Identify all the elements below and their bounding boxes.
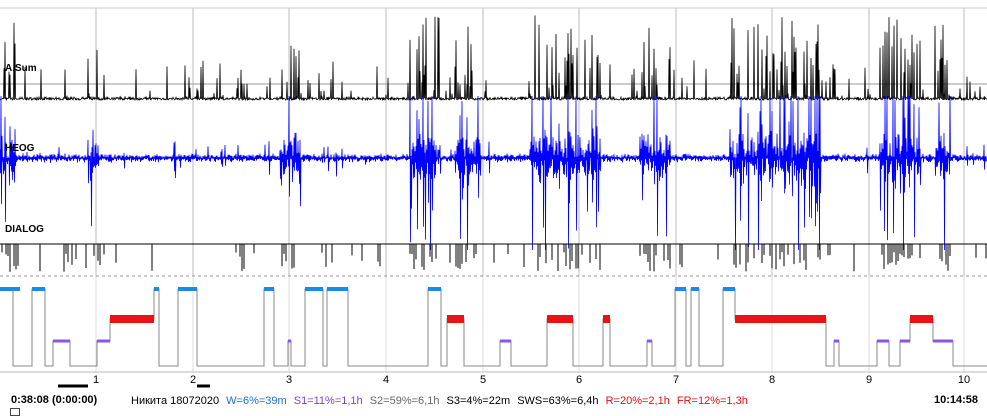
channel-label-asum: A.Sum: [5, 63, 37, 74]
channel-label-heog: HEOG: [5, 143, 35, 154]
time-tick-8: 8: [768, 374, 776, 386]
stat-s1: S1=11%=1,1h: [293, 395, 363, 407]
stat-s2: S2=59%=6,1h: [369, 395, 440, 407]
scroll-handle[interactable]: [10, 408, 20, 416]
time-tick-7: 7: [672, 374, 680, 386]
sleep-stats: Никита 18072020 W=6%=39m S1=11%=1,1h S2=…: [131, 395, 752, 407]
time-tick-3: 3: [285, 374, 293, 386]
heog-trace: [0, 95, 987, 251]
stat-wake: W=6%=39m: [226, 395, 287, 407]
time-tick-4: 4: [382, 374, 390, 386]
status-bar: 0:38:08 (0:00:00) Никита 18072020 W=6%=3…: [0, 392, 987, 412]
subject-name: Никита 18072020: [131, 395, 220, 407]
stat-fr: FR=12%=1,3h: [676, 395, 748, 407]
time-tick-6: 6: [575, 374, 583, 386]
time-tick-2: 2: [189, 374, 197, 386]
stat-rem: R=20%=2,1h: [605, 395, 670, 407]
hypnogram[interactable]: [0, 287, 987, 388]
time-tick-5: 5: [479, 374, 487, 386]
stat-sws: SWS=63%=6,4h: [517, 395, 599, 407]
channel-label-dialog: DIALOG: [5, 224, 44, 235]
stat-s3: S3=4%=22m: [446, 395, 511, 407]
asum-trace: [0, 15, 987, 102]
dialog-trace: [0, 243, 987, 272]
time-tick-10: 10: [957, 374, 971, 386]
start-time: 0:38:08 (0:00:00): [11, 394, 98, 406]
time-tick-9: 9: [865, 374, 873, 386]
end-time: 10:14:58: [933, 394, 978, 406]
time-tick-1: 1: [92, 374, 100, 386]
